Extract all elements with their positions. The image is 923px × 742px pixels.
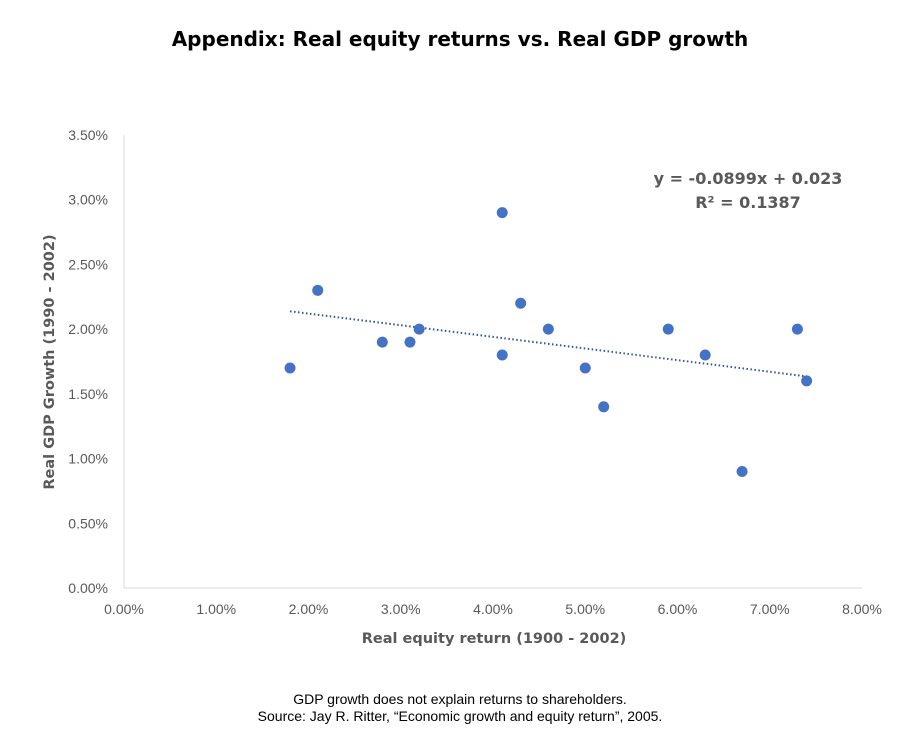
x-axis-label: Real equity return (1900 - 2002) <box>362 631 627 647</box>
data-point <box>496 207 508 219</box>
data-point <box>496 349 508 361</box>
x-tick-label: 7.00% <box>750 601 790 617</box>
caption-line-1: GDP growth does not explain returns to s… <box>293 691 627 707</box>
trendline-equation: y = -0.0899x + 0.023 <box>654 169 843 188</box>
x-tick-label: 4.00% <box>473 601 513 617</box>
x-tick-labels: 0.00% 1.00% 2.00% 3.00% 4.00% 5.00% 6.00% 7.00%… <box>104 601 882 617</box>
y-tick-label: 0.00% <box>68 580 108 596</box>
caption-source: Source: Jay R. Ritter, “Economic growth … <box>258 708 663 724</box>
x-tick-label: 0.00% <box>104 601 144 617</box>
x-tick-label: 1.00% <box>196 601 236 617</box>
data-point <box>413 323 425 335</box>
x-tick-label: 8.00% <box>842 601 882 617</box>
y-tick-label: 2.50% <box>68 256 108 272</box>
y-tick-label: 0.50% <box>68 515 108 531</box>
data-points <box>284 207 813 478</box>
data-point <box>542 323 554 335</box>
x-tick-label: 6.00% <box>658 601 698 617</box>
y-tick-label: 1.50% <box>68 386 108 402</box>
y-tick-labels: 0.00% 0.50% 1.00% 1.50% 2.00% 2.50% 3.00% 3.50% <box>68 127 108 596</box>
chart-title: Appendix: Real equity returns vs. Real G… <box>172 27 749 51</box>
data-point <box>699 349 711 361</box>
data-point <box>312 284 324 296</box>
data-point <box>598 401 610 413</box>
y-tick-label: 1.00% <box>68 451 108 467</box>
data-point <box>579 362 591 374</box>
data-point <box>791 323 803 335</box>
x-tick-label: 2.00% <box>289 601 329 617</box>
data-point <box>376 336 388 348</box>
y-tick-label: 3.50% <box>68 127 108 143</box>
data-point <box>515 297 527 309</box>
data-point <box>284 362 296 374</box>
trendline <box>289 310 807 378</box>
data-point <box>736 466 748 478</box>
data-point <box>801 375 813 387</box>
data-point <box>404 336 416 348</box>
y-axis-label: Real GDP Growth (1990 - 2002) <box>42 234 58 489</box>
x-tick-label: 5.00% <box>565 601 605 617</box>
x-tick-label: 3.00% <box>381 601 421 617</box>
data-point <box>662 323 674 335</box>
y-tick-label: 3.00% <box>68 192 108 208</box>
y-tick-label: 2.00% <box>68 321 108 337</box>
r-squared: R² = 0.1387 <box>695 193 801 212</box>
